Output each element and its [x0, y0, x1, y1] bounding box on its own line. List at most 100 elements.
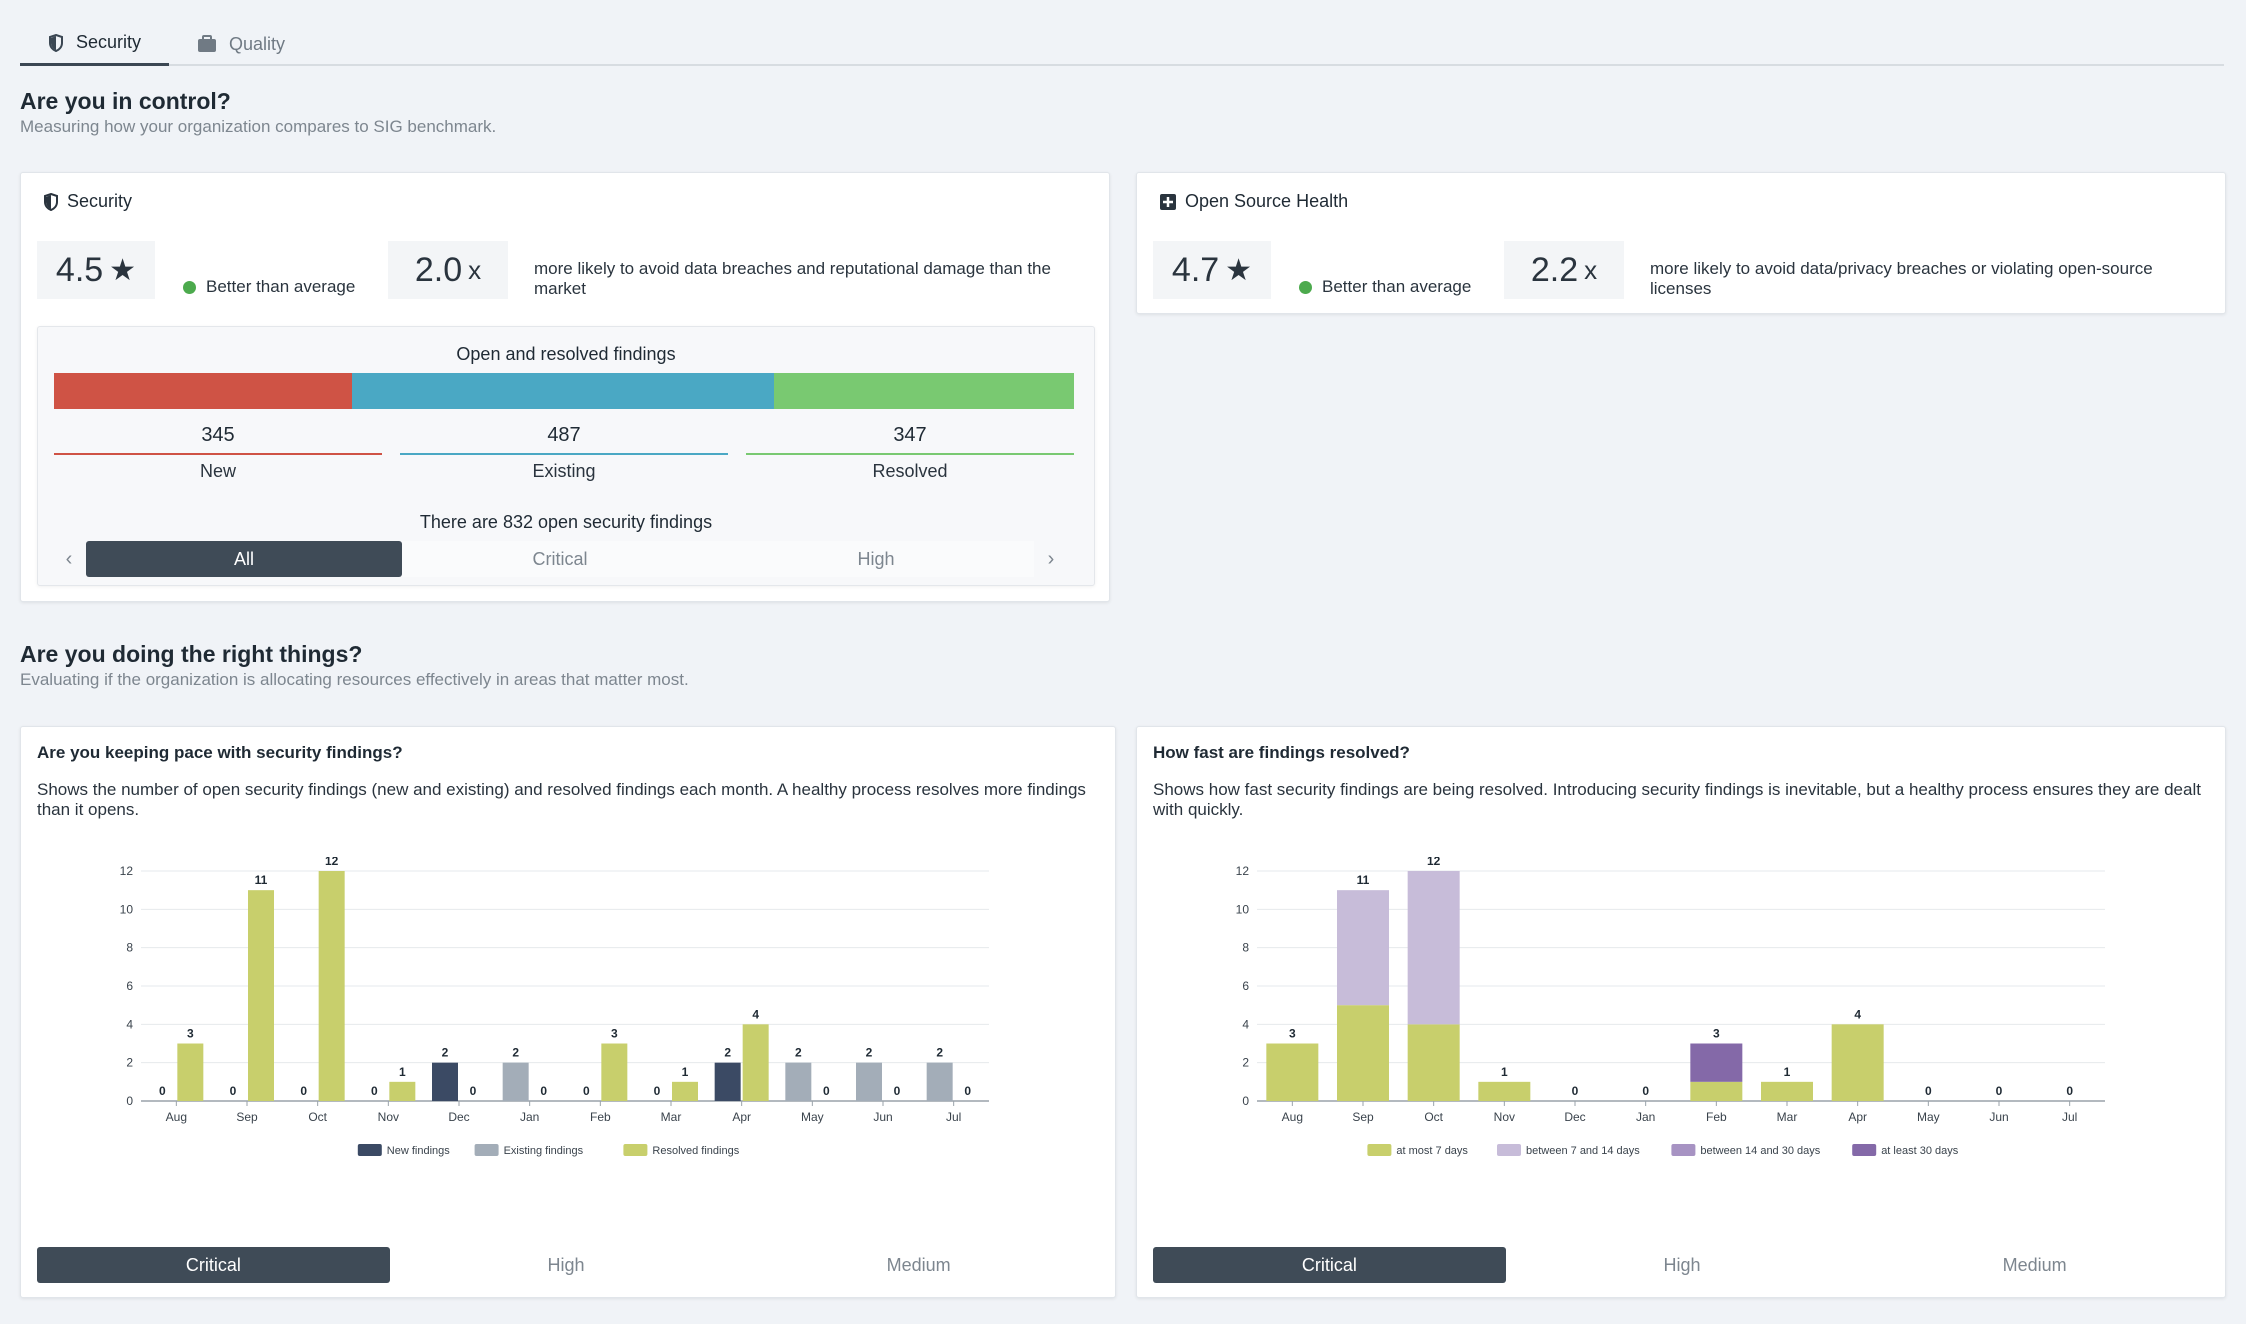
findings-resolved-label: Resolved: [872, 461, 948, 481]
data-label: 0: [470, 1084, 477, 1098]
tab-quality-label: Quality: [229, 33, 286, 54]
bar-open: [714, 1062, 741, 1101]
section-subtitle-right-things: Evaluating if the organization is alloca…: [20, 670, 689, 689]
bar-resolved: [742, 1024, 769, 1101]
y-tick-label: 10: [1236, 902, 1250, 916]
open-findings-text: There are 832 open security findings: [419, 512, 713, 532]
medical-cross-icon: [1160, 193, 1176, 210]
data-label: 11: [255, 873, 268, 887]
shield-icon: [49, 33, 63, 52]
oss-status: Better than average: [1299, 277, 1471, 297]
tab-security-label: Security: [76, 32, 142, 52]
y-tick-label: 0: [126, 1094, 133, 1108]
x-tick-label: Mar: [661, 1110, 682, 1124]
tab-quality[interactable]: Quality: [169, 22, 313, 66]
bar-open: [856, 1062, 882, 1101]
findings-resolved-value: 347: [893, 424, 927, 446]
data-label: 0: [230, 1084, 237, 1098]
tab-security[interactable]: Security: [20, 22, 170, 66]
data-label: 2: [512, 1046, 519, 1060]
data-label: 2: [936, 1046, 943, 1060]
security-rating: 4.5 ★: [37, 241, 155, 299]
findings-existing-underline: [400, 453, 728, 455]
x-tick-label: Apr: [1848, 1110, 1867, 1124]
data-label: 1: [1784, 1065, 1791, 1079]
findings-resolved-underline: [746, 453, 1074, 455]
data-label: 12: [325, 857, 339, 868]
legend-label: New findings: [387, 1145, 450, 1157]
security-status: Better than average: [183, 277, 355, 297]
data-label: 0: [964, 1084, 971, 1098]
x-tick-label: Jan: [520, 1110, 539, 1124]
pace-button-critical[interactable]: Critical: [37, 1247, 390, 1283]
filter-high[interactable]: High: [718, 541, 1034, 577]
speed-button-critical[interactable]: Critical: [1153, 1247, 1506, 1283]
data-label: 2: [795, 1046, 802, 1060]
filter-critical[interactable]: Critical: [402, 541, 718, 577]
legend-swatch: [474, 1144, 499, 1156]
y-tick-label: 8: [126, 941, 133, 955]
legend-label: at most 7 days: [1396, 1145, 1468, 1157]
speed-severity-toggle: Critical High Medium: [1153, 1247, 2211, 1285]
security-card: Security 4.5 ★ Better than average 2.0 x m…: [20, 172, 1110, 602]
data-label: 0: [583, 1084, 590, 1098]
chevron-right-icon[interactable]: ›: [1047, 547, 1055, 570]
security-multiplier-value: 2.0: [414, 250, 463, 289]
legend-swatch: [1367, 1144, 1392, 1156]
data-label: 3: [1289, 1027, 1296, 1041]
y-tick-label: 8: [1242, 941, 1249, 955]
findings-new-label: New: [199, 461, 236, 481]
pace-button-high[interactable]: High: [547, 1254, 585, 1275]
x-tick-label: Aug: [166, 1110, 187, 1124]
x-tick-label: May: [801, 1110, 824, 1124]
data-label: 2: [724, 1046, 731, 1060]
chevron-left-icon[interactable]: ‹: [65, 547, 73, 570]
speed-button-high[interactable]: High: [1663, 1254, 1701, 1275]
oss-card-header: Open Source Health: [1159, 191, 1348, 212]
bar-resolved: [177, 1043, 204, 1101]
x-tick-label: Feb: [1706, 1110, 1727, 1124]
findings-existing-value: 487: [547, 424, 581, 446]
y-tick-label: 4: [1242, 1017, 1249, 1031]
data-label: 0: [1642, 1084, 1649, 1098]
y-tick-label: 4: [126, 1017, 133, 1031]
findings-bar-new: [54, 373, 353, 409]
findings-existing-label: Existing: [532, 461, 596, 481]
speed-card-description: Shows how fast security findings are bei…: [1153, 780, 2201, 819]
security-rating-value: 4.5: [55, 250, 104, 289]
bar-segment: [1690, 1081, 1743, 1101]
bar-segment: [1690, 1043, 1743, 1082]
speed-card: How fast are findings resolved? Shows ho…: [1136, 726, 2226, 1298]
security-multiplier-unit: x: [468, 254, 482, 285]
filter-all[interactable]: All: [86, 541, 402, 577]
legend-label: between 7 and 14 days: [1526, 1145, 1640, 1157]
y-tick-label: 6: [126, 979, 133, 993]
findings-new-value: 345: [201, 424, 235, 446]
speed-button-medium[interactable]: Medium: [2002, 1254, 2067, 1275]
pace-button-medium[interactable]: Medium: [886, 1254, 951, 1275]
security-card-title: Security: [67, 191, 133, 211]
security-status-label: Better than average: [206, 277, 356, 296]
data-label: 0: [371, 1084, 378, 1098]
data-label: 12: [1427, 857, 1441, 868]
bar-segment: [1337, 890, 1389, 1006]
data-label: 2: [442, 1046, 449, 1060]
x-tick-label: Jul: [2062, 1110, 2077, 1124]
bar-segment: [1407, 1024, 1460, 1101]
x-tick-label: Jul: [946, 1110, 961, 1124]
bar-segment: [1407, 871, 1460, 1025]
oss-rating: 4.7 ★: [1153, 241, 1271, 299]
data-label: 3: [1713, 1027, 1720, 1041]
legend-swatch: [1497, 1144, 1521, 1156]
data-label: 1: [682, 1065, 689, 1079]
x-tick-label: Sep: [1352, 1110, 1374, 1124]
findings-panel: Open and resolved findings 345 New 487 E…: [37, 326, 1095, 586]
x-tick-label: Oct: [308, 1110, 327, 1124]
security-card-header: Security: [43, 191, 132, 212]
findings-bar-resolved: [773, 373, 1074, 409]
bar-resolved: [601, 1043, 628, 1101]
data-label: 0: [894, 1084, 901, 1098]
status-dot-icon: [183, 280, 196, 294]
